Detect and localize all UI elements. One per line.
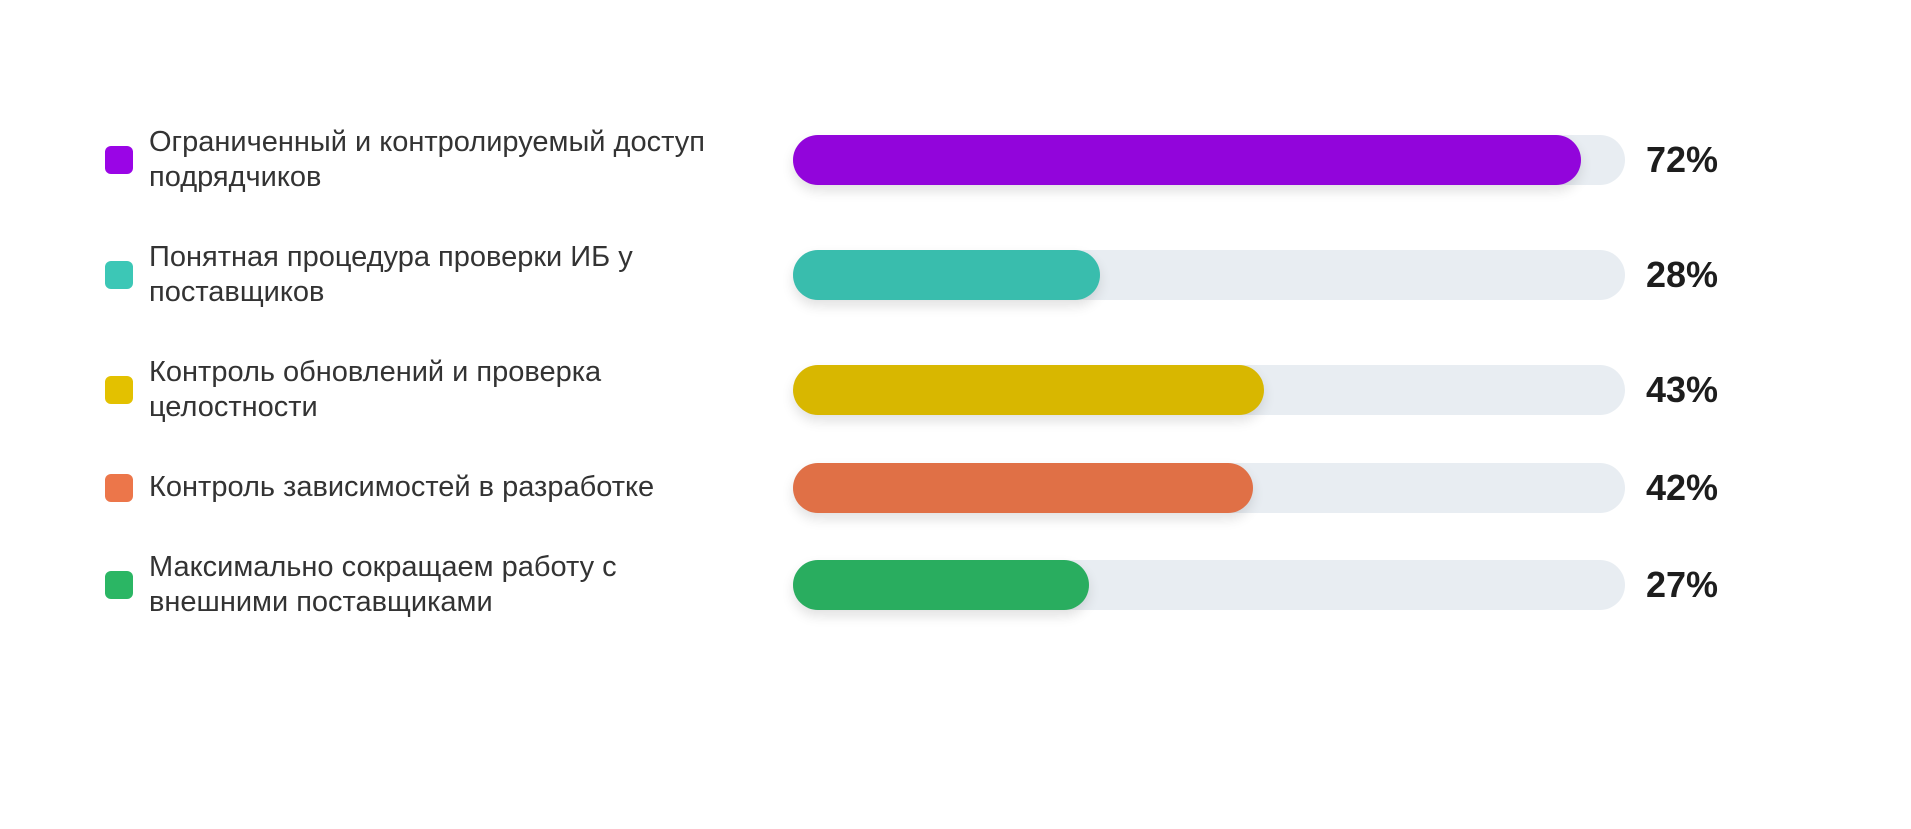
category-label: Максимально сокращаем работу с внешними … bbox=[149, 551, 617, 618]
bar bbox=[793, 135, 1582, 185]
row: Контроль обновлений и проверка целостнос… bbox=[0, 355, 1911, 425]
bar bbox=[793, 250, 1100, 300]
category-label: Контроль обновлений и проверка целостнос… bbox=[149, 356, 602, 423]
legend-swatch bbox=[105, 571, 133, 599]
category-label: Контроль зависимостей в разработке bbox=[149, 471, 655, 503]
category-label: Понятная процедура проверки ИБ у поставщ… bbox=[149, 241, 633, 308]
bar bbox=[793, 560, 1089, 610]
legend-swatch bbox=[105, 261, 133, 289]
bar-track bbox=[793, 135, 1625, 185]
legend-swatch bbox=[105, 146, 133, 174]
row: Максимально сокращаем работу с внешними … bbox=[0, 550, 1911, 620]
bar-track bbox=[793, 560, 1625, 610]
value-label: 27% bbox=[1646, 564, 1719, 605]
value-label: 28% bbox=[1646, 254, 1719, 295]
bar bbox=[793, 365, 1264, 415]
chart: Ограниченный и контролируемый доступ под… bbox=[0, 125, 1911, 620]
row: Ограниченный и контролируемый доступ под… bbox=[0, 125, 1911, 195]
value-label: 43% bbox=[1646, 369, 1719, 410]
bar-track bbox=[793, 462, 1625, 513]
legend-swatch bbox=[105, 473, 133, 502]
value-label: 72% bbox=[1646, 139, 1719, 180]
bar-track bbox=[793, 365, 1625, 415]
bar bbox=[793, 462, 1253, 513]
row: Контроль зависимостей в разработке 42% bbox=[0, 462, 1911, 513]
value-label: 42% bbox=[1646, 466, 1719, 508]
row: Понятная процедура проверки ИБ у поставщ… bbox=[0, 240, 1911, 310]
category-label: Ограниченный и контролируемый доступ под… bbox=[149, 126, 705, 193]
bar-track bbox=[793, 250, 1625, 300]
legend-swatch bbox=[105, 376, 133, 404]
